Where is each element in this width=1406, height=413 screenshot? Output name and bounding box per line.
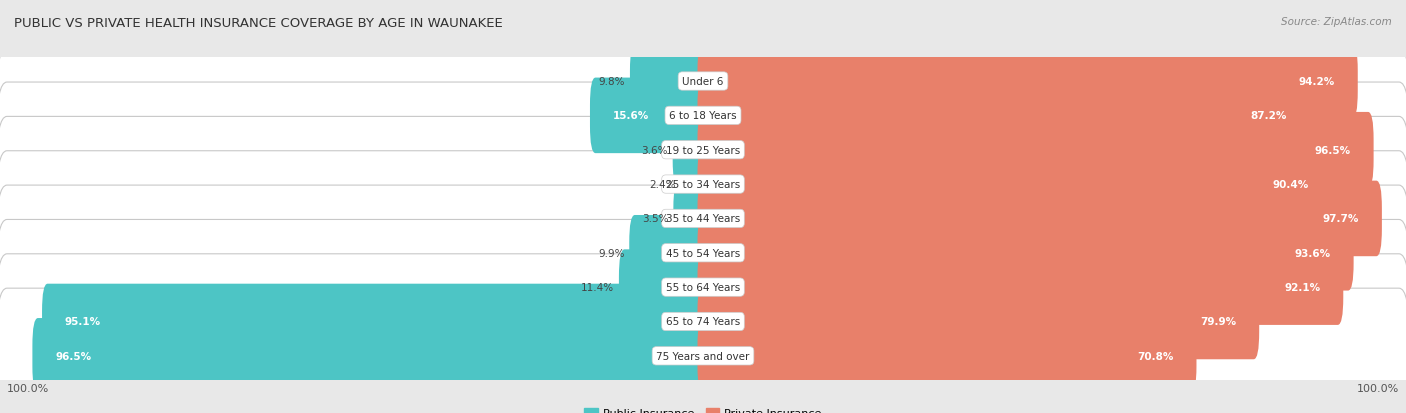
Text: 97.7%: 97.7% <box>1323 214 1360 224</box>
FancyBboxPatch shape <box>697 284 1260 359</box>
FancyBboxPatch shape <box>697 44 1358 119</box>
Text: 11.4%: 11.4% <box>581 282 614 292</box>
Text: 100.0%: 100.0% <box>1357 383 1399 393</box>
Text: 45 to 54 Years: 45 to 54 Years <box>666 248 740 258</box>
Text: 75 Years and over: 75 Years and over <box>657 351 749 361</box>
FancyBboxPatch shape <box>0 186 1406 320</box>
FancyBboxPatch shape <box>591 78 709 154</box>
Text: 92.1%: 92.1% <box>1285 282 1320 292</box>
FancyBboxPatch shape <box>0 49 1406 184</box>
FancyBboxPatch shape <box>0 14 1406 150</box>
FancyBboxPatch shape <box>697 216 1354 291</box>
FancyBboxPatch shape <box>0 220 1406 355</box>
FancyBboxPatch shape <box>0 83 1406 218</box>
Text: 79.9%: 79.9% <box>1201 317 1236 327</box>
FancyBboxPatch shape <box>630 44 709 119</box>
Text: 3.5%: 3.5% <box>643 214 668 224</box>
FancyBboxPatch shape <box>42 284 709 359</box>
Text: 96.5%: 96.5% <box>55 351 91 361</box>
FancyBboxPatch shape <box>0 117 1406 252</box>
FancyBboxPatch shape <box>0 288 1406 413</box>
Text: Under 6: Under 6 <box>682 77 724 87</box>
Text: 25 to 34 Years: 25 to 34 Years <box>666 180 740 190</box>
Text: 35 to 44 Years: 35 to 44 Years <box>666 214 740 224</box>
FancyBboxPatch shape <box>673 181 709 256</box>
Text: 3.6%: 3.6% <box>641 145 668 155</box>
Text: 95.1%: 95.1% <box>65 317 101 327</box>
FancyBboxPatch shape <box>697 250 1343 325</box>
Text: 96.5%: 96.5% <box>1315 145 1351 155</box>
Text: 100.0%: 100.0% <box>7 383 49 393</box>
Text: 55 to 64 Years: 55 to 64 Years <box>666 282 740 292</box>
Text: Source: ZipAtlas.com: Source: ZipAtlas.com <box>1281 17 1392 26</box>
Text: 9.8%: 9.8% <box>599 77 626 87</box>
Text: 2.4%: 2.4% <box>650 180 676 190</box>
FancyBboxPatch shape <box>697 78 1309 154</box>
FancyBboxPatch shape <box>672 113 709 188</box>
Text: 15.6%: 15.6% <box>613 111 650 121</box>
Text: 90.4%: 90.4% <box>1272 180 1309 190</box>
FancyBboxPatch shape <box>697 147 1331 222</box>
Text: 93.6%: 93.6% <box>1295 248 1331 258</box>
FancyBboxPatch shape <box>697 113 1374 188</box>
FancyBboxPatch shape <box>697 318 1197 394</box>
FancyBboxPatch shape <box>619 250 709 325</box>
Text: 87.2%: 87.2% <box>1250 111 1286 121</box>
Text: 9.9%: 9.9% <box>598 248 624 258</box>
Text: 19 to 25 Years: 19 to 25 Years <box>666 145 740 155</box>
Text: PUBLIC VS PRIVATE HEALTH INSURANCE COVERAGE BY AGE IN WAUNAKEE: PUBLIC VS PRIVATE HEALTH INSURANCE COVER… <box>14 17 503 29</box>
FancyBboxPatch shape <box>0 254 1406 389</box>
FancyBboxPatch shape <box>681 147 709 222</box>
Text: 6 to 18 Years: 6 to 18 Years <box>669 111 737 121</box>
FancyBboxPatch shape <box>630 216 709 291</box>
Text: 94.2%: 94.2% <box>1299 77 1336 87</box>
Legend: Public Insurance, Private Insurance: Public Insurance, Private Insurance <box>579 404 827 413</box>
Text: 70.8%: 70.8% <box>1137 351 1174 361</box>
FancyBboxPatch shape <box>32 318 709 394</box>
FancyBboxPatch shape <box>697 181 1382 256</box>
FancyBboxPatch shape <box>0 152 1406 286</box>
Text: 65 to 74 Years: 65 to 74 Years <box>666 317 740 327</box>
